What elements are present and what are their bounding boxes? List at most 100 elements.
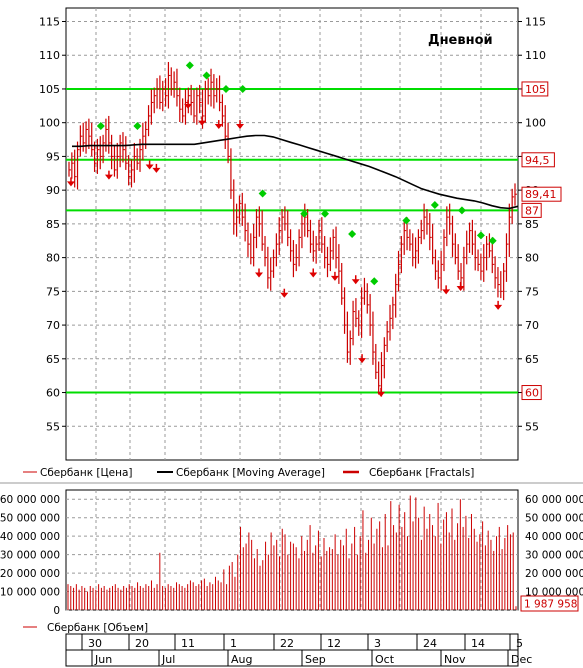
fractal-up-marker xyxy=(476,231,485,240)
volume-bars xyxy=(67,495,517,610)
fractal-up-marker xyxy=(300,209,309,218)
y-tick-label: 65 xyxy=(46,353,60,366)
level-tag-box xyxy=(521,202,542,218)
fractal-up-marker xyxy=(96,122,105,131)
y-tick-label: 85 xyxy=(525,218,539,231)
y-tick-label: 20 000 000 xyxy=(0,568,60,580)
price-left-axis: 55 60 65 70 75 80 85 90 95 100 105 110 115 xyxy=(39,15,66,433)
day-label: 20 xyxy=(135,637,149,650)
volume-left-axis: 0 10 000 000 20 000 000 30 000 000 40 000 00… xyxy=(0,494,60,617)
fractal-down-marker xyxy=(104,174,113,180)
y-tick-label: 85 xyxy=(46,218,60,231)
y-tick-label: 55 xyxy=(46,420,60,433)
volume-panel: 0 10 000 000 20 000 000 30 000 000 40 000 00… xyxy=(0,489,583,617)
fractals xyxy=(66,61,503,397)
day-label: 14 xyxy=(471,637,485,650)
y-tick-label: 80 xyxy=(525,252,539,265)
y-tick-label: 50 000 000 xyxy=(525,513,583,525)
month-label: Dec xyxy=(511,653,532,666)
y-tick-label: 75 xyxy=(525,285,539,298)
fractal-down-marker xyxy=(152,167,161,173)
last-volume-box xyxy=(520,595,579,612)
fractal-down-marker xyxy=(236,124,245,130)
price-panel: 55 60 65 70 75 80 85 90 95 100 105 110 115 55 60 65 70 7… xyxy=(39,7,562,461)
y-tick-label: 30 000 000 xyxy=(525,550,583,562)
fractal-up-marker xyxy=(258,189,267,198)
fractal-up-marker xyxy=(222,84,231,93)
time-axis: 30 20 11 1 22 12 3 24 14 5 Jun Jul Aug Sep Oct Nov Dec xyxy=(65,633,532,667)
fractal-up-marker xyxy=(348,230,357,238)
y-tick-label: 60 000 000 xyxy=(525,494,583,506)
level-tag-value: 87 xyxy=(525,204,539,217)
volume-legend: Сбербанк [Объем] xyxy=(23,622,148,634)
moving-average-line xyxy=(72,134,519,210)
fractal-down-marker xyxy=(358,358,367,364)
price-series xyxy=(68,61,517,397)
fractal-down-marker xyxy=(145,164,154,170)
last-price-tag-box xyxy=(521,186,562,202)
legend-price-label: Сбербанк [Цена] xyxy=(40,467,133,479)
y-tick-label: 110 xyxy=(525,49,546,62)
y-tick-label: 30 000 000 xyxy=(0,550,60,562)
level-tag-value: 60 xyxy=(525,387,539,400)
legend-volume-label: Сбербанк [Объем] xyxy=(47,622,148,634)
day-label: 30 xyxy=(88,637,102,650)
fractal-up-marker xyxy=(133,122,142,131)
y-tick-label: 100 xyxy=(525,117,546,130)
month-label: Aug xyxy=(231,653,252,666)
day-label: 1 xyxy=(230,637,237,650)
level-tag-box xyxy=(521,385,542,401)
day-label: 24 xyxy=(423,637,437,650)
last-price-tag-value: 89,41 xyxy=(525,188,557,201)
level-tag-box xyxy=(521,81,549,97)
fractal-down-marker xyxy=(280,292,289,298)
fractal-down-marker xyxy=(309,272,318,278)
fractal-down-marker xyxy=(214,124,223,130)
fractal-down-marker xyxy=(494,304,503,310)
y-tick-label: 75 xyxy=(46,285,60,298)
day-label: 5 xyxy=(516,637,523,650)
volume-grid xyxy=(66,490,518,611)
y-tick-label: 55 xyxy=(525,420,539,433)
level-tags: 105 94,5 87 60 89,41 xyxy=(521,81,562,401)
level-tag-value: 105 xyxy=(525,83,546,96)
fractal-up-marker xyxy=(430,200,439,209)
day-labels: 30 20 11 1 22 12 3 24 14 5 xyxy=(81,634,523,650)
timeframe-label: Дневной xyxy=(428,33,493,48)
month-label: Jul xyxy=(161,653,175,666)
y-tick-label: 110 xyxy=(39,49,60,62)
fractal-up-marker xyxy=(202,71,211,80)
level-lines xyxy=(66,87,518,394)
fractal-down-marker xyxy=(456,285,465,291)
y-tick-label: 70 xyxy=(525,319,539,332)
y-tick-label: 10 000 000 xyxy=(0,587,60,599)
day-label: 3 xyxy=(374,637,381,650)
y-tick-label: 50 000 000 xyxy=(0,513,60,525)
legend-fractals-label: Сбербанк [Fractals] xyxy=(369,467,474,479)
day-label: 11 xyxy=(181,637,195,650)
last-volume-value: 1 987 958 xyxy=(524,599,577,611)
y-tick-label: 20 000 000 xyxy=(525,568,583,580)
fractal-down-marker xyxy=(330,275,339,281)
month-label: Oct xyxy=(375,653,395,666)
fractal-up-marker xyxy=(457,206,466,215)
fractal-up-marker xyxy=(238,84,247,93)
fractal-down-marker xyxy=(198,120,207,126)
fractal-down-marker xyxy=(184,103,193,109)
y-tick-label: 100 xyxy=(39,117,60,130)
y-tick-label: 95 xyxy=(46,150,60,163)
fractal-down-marker xyxy=(351,279,360,285)
fractal-down-marker xyxy=(255,272,264,278)
y-tick-label: 40 000 000 xyxy=(525,531,583,543)
y-tick-label: 80 xyxy=(46,252,60,265)
day-label: 12 xyxy=(327,637,341,650)
month-label: Jun xyxy=(94,653,112,666)
y-tick-label: 115 xyxy=(39,15,60,28)
volume-plot-frame xyxy=(65,489,519,611)
level-tag-box xyxy=(521,152,555,168)
legend-ma-label: Сбербанк [Moving Average] xyxy=(176,467,325,479)
fractal-down-marker xyxy=(66,181,75,187)
fractal-up-marker xyxy=(370,277,379,286)
